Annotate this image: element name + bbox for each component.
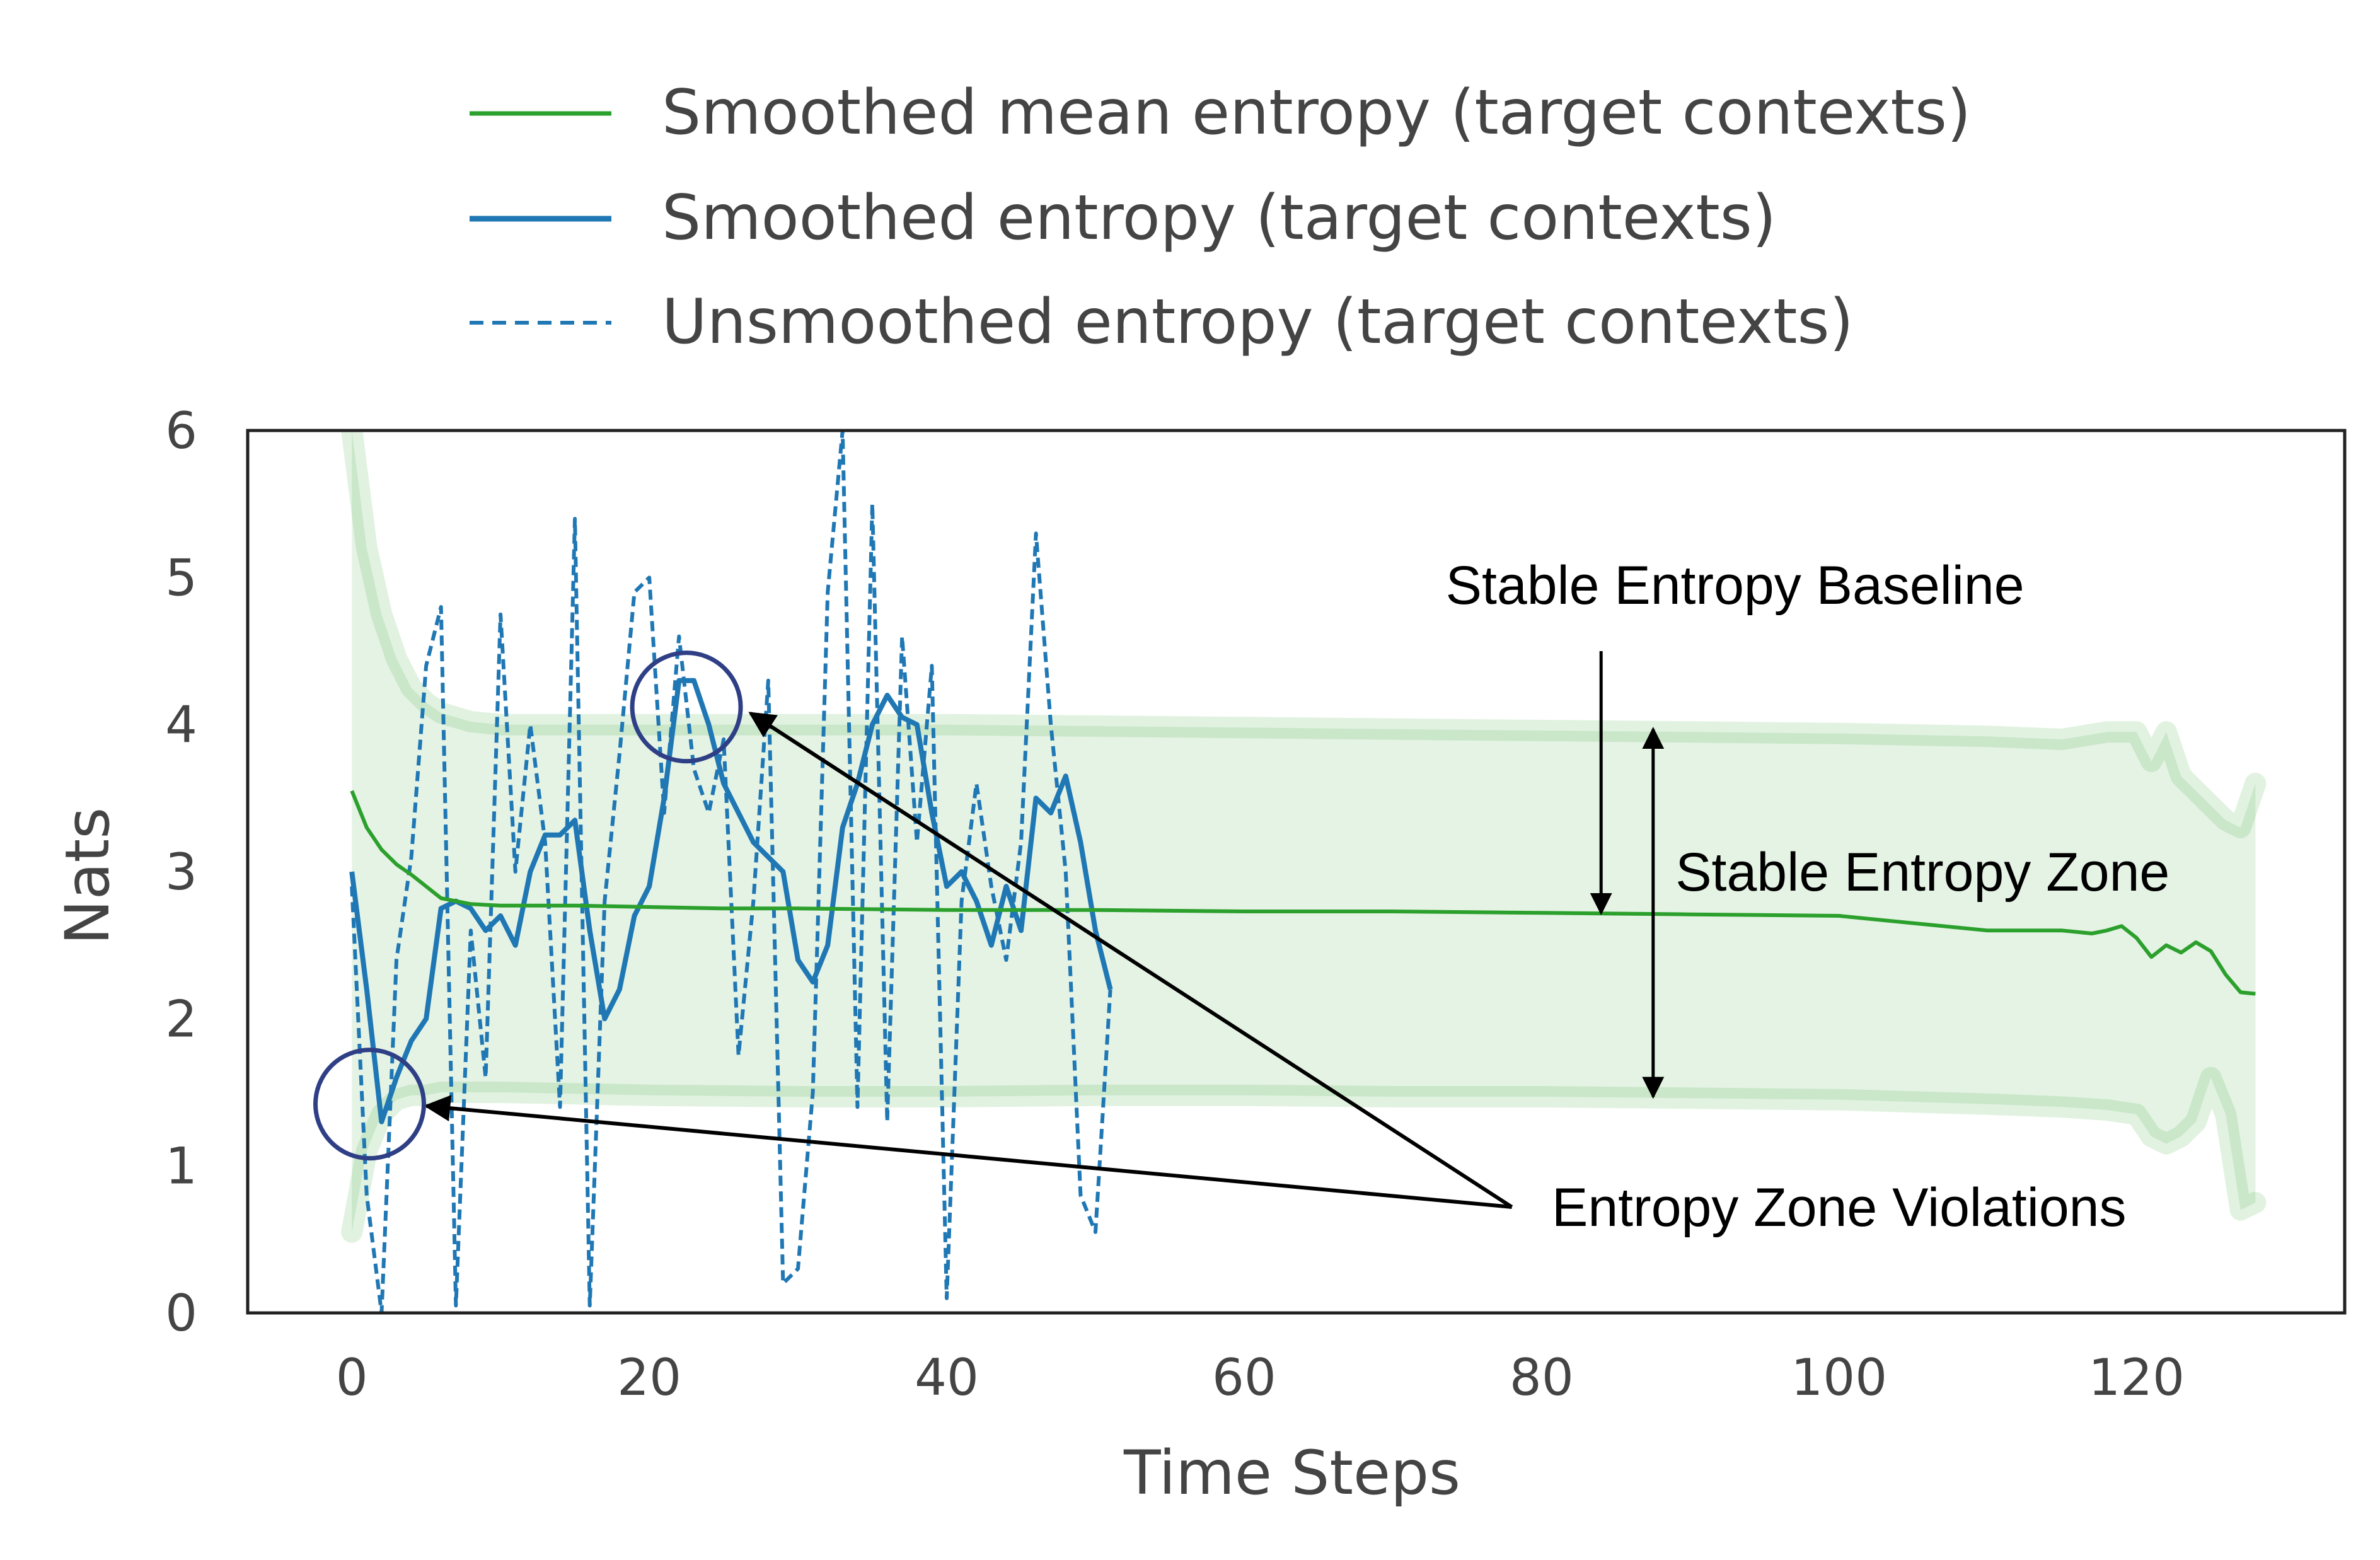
legend-label-smoothed: Smoothed entropy (target contexts) — [662, 182, 1776, 254]
smoothed-mean-entropy-line — [350, 790, 2256, 996]
y-tick-label: 0 — [165, 1284, 197, 1343]
unsmoothed-entropy-line — [350, 430, 1112, 1313]
x-tick-label: 20 — [617, 1348, 681, 1407]
x-tick-label: 100 — [1791, 1348, 1887, 1407]
y-tick-label: 2 — [165, 990, 197, 1048]
legend: Smoothed mean entropy (target contexts) … — [470, 77, 1971, 358]
x-axis-ticks: 0 20 40 60 80 100 120 — [336, 1348, 2185, 1407]
y-tick-label: 3 — [165, 843, 197, 901]
legend-label-mean: Smoothed mean entropy (target contexts) — [662, 77, 1971, 149]
y-tick-label: 4 — [165, 696, 197, 754]
violation-arrow-low — [424, 1095, 1512, 1209]
annotation-entropy-zone-violations: Entropy Zone Violations — [1552, 1177, 2127, 1238]
violation-highlight-circle-low — [313, 1048, 426, 1161]
violation-arrow-high — [748, 712, 1513, 1209]
x-tick-label: 60 — [1212, 1348, 1276, 1407]
y-axis-label: Nats — [52, 807, 123, 945]
x-tick-label: 40 — [915, 1348, 979, 1407]
plot-frame — [246, 429, 2347, 1315]
annotations: Stable Entropy Baseline Stable Entropy Z… — [313, 555, 2169, 1238]
x-tick-label: 0 — [336, 1348, 368, 1407]
y-tick-label: 6 — [165, 402, 197, 460]
annotation-stable-entropy-baseline: Stable Entropy Baseline — [1446, 555, 2025, 616]
x-axis-label: Time Steps — [1123, 1438, 1460, 1508]
y-tick-label: 1 — [165, 1137, 197, 1196]
x-tick-label: 80 — [1510, 1348, 1574, 1407]
y-tick-label: 5 — [165, 548, 197, 607]
legend-label-unsmoothed: Unsmoothed entropy (target contexts) — [662, 286, 1854, 358]
annotation-stable-entropy-zone: Stable Entropy Zone — [1675, 842, 2169, 903]
smoothed-entropy-line — [349, 678, 1113, 1124]
stable-entropy-zone-band — [352, 430, 2256, 1232]
violation-highlight-circle-high — [630, 650, 743, 764]
y-axis-ticks: 0 1 2 3 4 5 6 — [165, 402, 197, 1343]
x-tick-label: 120 — [2088, 1348, 2185, 1407]
